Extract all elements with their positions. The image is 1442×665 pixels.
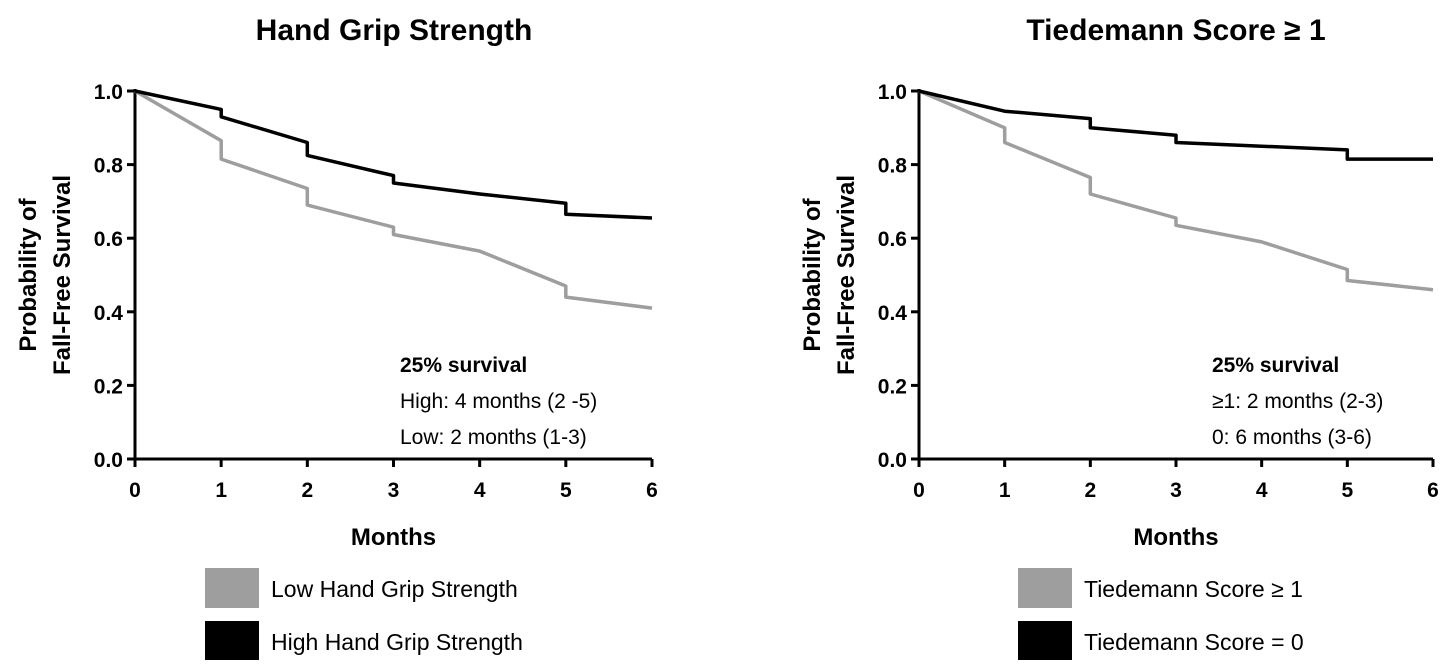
y-tick-label: 0.4 xyxy=(94,302,124,325)
series-line-gray xyxy=(918,89,1434,292)
y-axis-label-line-2: Fall-Free Survival xyxy=(833,175,860,375)
chart-title: Hand Grip Strength xyxy=(256,14,533,47)
x-tick-label: 4 xyxy=(1256,479,1268,502)
x-tick-label: 1 xyxy=(999,479,1011,502)
y-tick-label: 0.2 xyxy=(878,375,907,398)
chart-panel-2: Tiedemann Score ≥ 1 Probability of Fall-Fr… xyxy=(799,14,1439,661)
annotation-line: ≥1: 2 months (2-3) xyxy=(1212,390,1383,413)
x-tick-label: 6 xyxy=(1427,479,1439,502)
legend-label: High Hand Grip Strength xyxy=(271,629,523,655)
annotation-line: High: 4 months (2 -5) xyxy=(400,390,597,413)
y-tick-label: 0.0 xyxy=(94,449,123,472)
y-axis-label-line-2: Fall-Free Survival xyxy=(49,175,76,375)
y-tick-label: 0.6 xyxy=(878,228,907,251)
y-tick-label: 1.0 xyxy=(94,81,123,104)
y-axis-label-line-1: Probability of xyxy=(799,197,826,351)
annotation-heading: 25% survival xyxy=(1212,354,1339,377)
x-tick-label: 2 xyxy=(1084,479,1096,502)
legend-swatch xyxy=(205,568,259,608)
y-tick-label: 0.8 xyxy=(94,155,124,178)
x-axis-label: Months xyxy=(351,524,436,551)
x-tick-label: 3 xyxy=(1170,479,1182,502)
y-tick-label: 0.8 xyxy=(878,155,908,178)
x-tick-label: 5 xyxy=(1341,479,1353,502)
y-tick-label: 0.6 xyxy=(94,228,123,251)
x-axis-label: Months xyxy=(1133,524,1218,551)
annotation-heading: 25% survival xyxy=(400,354,527,377)
chart-panel-1: Hand Grip Strength Probability of Fall-Fre… xyxy=(15,14,658,661)
legend-swatch xyxy=(1018,568,1072,608)
x-tick-label: 3 xyxy=(388,479,400,502)
y-tick-label: 1.0 xyxy=(878,81,907,104)
x-tick-label: 4 xyxy=(474,479,486,502)
chart-title: Tiedemann Score ≥ 1 xyxy=(1026,14,1325,47)
annotation-line: 0: 6 months (3-6) xyxy=(1212,426,1372,449)
y-tick-label: 0.2 xyxy=(94,375,123,398)
legend-swatch xyxy=(1018,621,1072,661)
series-line-gray xyxy=(134,89,653,310)
x-tick-label: 0 xyxy=(913,479,925,502)
legend-swatch xyxy=(205,621,259,661)
x-tick-label: 0 xyxy=(129,479,141,502)
legend-label: Low Hand Grip Strength xyxy=(271,576,518,602)
y-tick-label: 0.0 xyxy=(878,449,907,472)
series-line-black xyxy=(918,89,1433,161)
series-line-black xyxy=(134,89,653,220)
x-tick-label: 2 xyxy=(301,479,313,502)
x-tick-label: 6 xyxy=(646,479,658,502)
legend-label: Tiedemann Score = 0 xyxy=(1084,629,1304,655)
x-tick-label: 1 xyxy=(215,479,227,502)
annotation-line: Low: 2 months (1-3) xyxy=(400,426,587,449)
x-tick-label: 5 xyxy=(560,479,572,502)
legend-label: Tiedemann Score ≥ 1 xyxy=(1084,576,1303,602)
y-tick-label: 0.4 xyxy=(878,302,908,325)
y-axis-label-line-1: Probability of xyxy=(15,197,42,351)
